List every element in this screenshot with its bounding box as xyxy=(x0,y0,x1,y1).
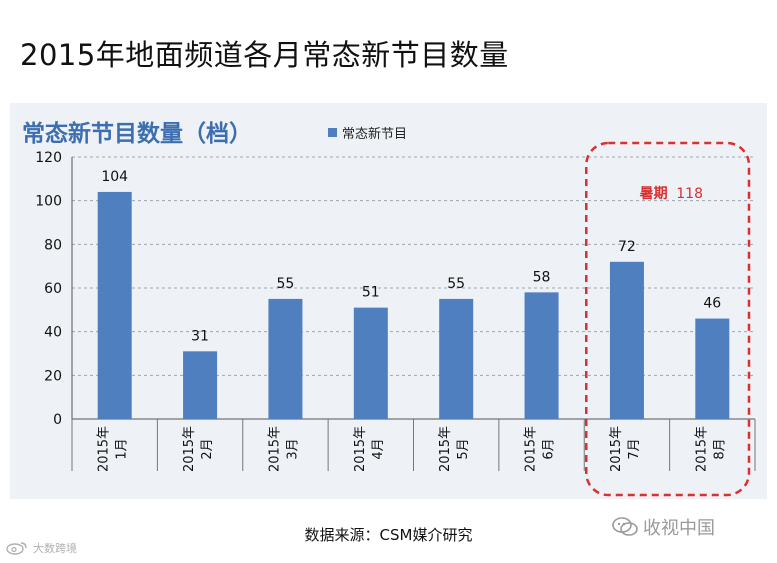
slide-title: 2015年地面频道各月常态新节目数量 xyxy=(20,38,509,72)
bar-value-label: 46 xyxy=(703,296,721,312)
weibo-icon xyxy=(6,542,27,555)
bar-value-label: 51 xyxy=(362,285,380,301)
chart-legend: 常态新节目 xyxy=(328,123,407,142)
x-tick-label: 2015年 xyxy=(524,426,539,472)
data-source-note: 数据来源：CSM媒介研究 xyxy=(304,526,473,544)
y-tick-label: 120 xyxy=(35,150,62,166)
x-tick-label: 5月 xyxy=(456,438,471,459)
legend-swatch xyxy=(328,128,337,137)
y-tick-label: 80 xyxy=(44,237,62,253)
x-tick-label: 2015年 xyxy=(694,426,709,472)
watermark-left-text: 大数跨境 xyxy=(33,542,77,555)
watermark-right: 收视中国 xyxy=(612,514,715,540)
watermark-right-text: 收视中国 xyxy=(643,518,715,539)
y-tick-label: 20 xyxy=(44,368,62,384)
y-tick-label: 40 xyxy=(44,325,62,341)
bar-value-label: 55 xyxy=(277,276,295,292)
bar-value-label: 31 xyxy=(191,328,209,344)
x-tick-label: 2月 xyxy=(200,438,215,459)
summer-annotation-value: 118 xyxy=(676,186,703,202)
y-tick-label: 60 xyxy=(44,281,62,297)
bar xyxy=(183,351,218,419)
x-tick-label: 2015年 xyxy=(97,426,112,472)
wechat-icon xyxy=(612,517,638,536)
y-tick-label: 0 xyxy=(53,412,62,428)
summer-highlight-box xyxy=(585,141,751,497)
x-tick-label: 8月 xyxy=(712,438,727,459)
bar xyxy=(97,191,132,419)
chart-title: 常态新节目数量（档） xyxy=(22,121,252,147)
y-tick-label: 100 xyxy=(35,194,62,210)
bar xyxy=(353,307,388,419)
x-tick-label: 2015年 xyxy=(438,426,453,472)
bar-value-label: 72 xyxy=(618,239,636,255)
summer-annotation-label: 暑期 xyxy=(640,186,668,202)
legend-label: 常态新节目 xyxy=(342,127,408,142)
bar xyxy=(439,298,474,419)
x-tick-label: 1月 xyxy=(115,438,130,459)
x-tick-label: 6月 xyxy=(542,438,557,459)
x-tick-label: 3月 xyxy=(285,438,300,459)
x-tick-label: 7月 xyxy=(627,438,642,459)
bar xyxy=(524,292,559,419)
x-tick-label: 2015年 xyxy=(609,426,624,472)
bar xyxy=(268,298,303,419)
x-tick-label: 2015年 xyxy=(182,426,197,472)
bar-value-label: 104 xyxy=(101,169,128,185)
watermark-left: 大数跨境 xyxy=(6,540,77,556)
x-tick-label: 4月 xyxy=(371,438,386,459)
bar-value-label: 58 xyxy=(533,269,551,285)
x-tick-label: 2015年 xyxy=(267,426,282,472)
x-tick-label: 2015年 xyxy=(353,426,368,472)
bar-value-label: 55 xyxy=(447,276,465,292)
bar xyxy=(695,318,730,419)
bar xyxy=(609,261,644,419)
